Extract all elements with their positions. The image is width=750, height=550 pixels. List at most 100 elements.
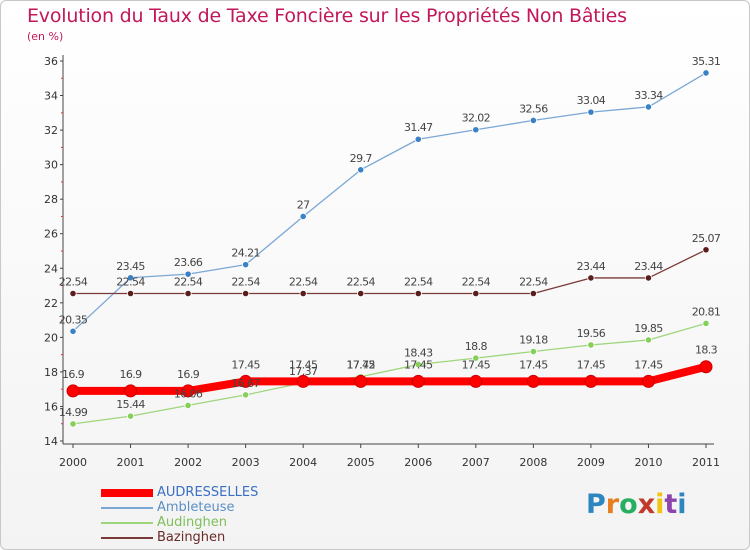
- x-tick-label: 2000: [59, 456, 87, 469]
- chart-lines: [69, 72, 710, 425]
- data-point-ambleteuse: [299, 212, 307, 221]
- logo-letter: i: [677, 489, 687, 520]
- x-tick-label: 2006: [404, 456, 432, 469]
- data-label-ambleteuse: 23.45: [116, 260, 145, 273]
- data-label-audresselles: 17.45: [519, 358, 548, 371]
- data-label-audinghen: 16.06: [174, 387, 203, 400]
- data-label-ambleteuse: 20.35: [59, 313, 88, 326]
- data-label-ambleteuse: 29.7: [350, 152, 373, 165]
- y-tick-label: 20: [44, 331, 58, 344]
- data-label-bazinghen: 22.54: [59, 275, 88, 288]
- data-point-bazinghen: [126, 289, 135, 298]
- data-point-audresselles: [584, 374, 598, 388]
- data-point-audresselles: [124, 384, 138, 398]
- data-label-audinghen: 18.43: [404, 346, 433, 359]
- data-label-audinghen: 17.37: [289, 365, 318, 378]
- data-label-bazinghen: 22.54: [116, 275, 145, 288]
- data-point-bazinghen: [357, 289, 365, 298]
- data-label-ambleteuse: 32.56: [519, 102, 548, 115]
- data-label-audresselles: 17.45: [462, 358, 491, 371]
- data-label-audinghen: 19.85: [634, 322, 663, 335]
- data-label-bazinghen: 22.54: [231, 275, 260, 288]
- logo-letter: t: [664, 489, 678, 520]
- data-point-ambleteuse: [126, 274, 135, 282]
- chart-axes: 14 16 18 20 22 24 26 28 30 32 34 36 2000 2001 2002 2003…: [44, 55, 720, 469]
- chart-title: Evolution du Taux de Taxe Foncière sur l…: [27, 5, 627, 27]
- data-label-audresselles: 16.9: [177, 368, 200, 381]
- x-tick-label: 2011: [692, 456, 720, 469]
- x-tick-label: 2004: [289, 456, 317, 469]
- data-point-audinghen: [529, 347, 537, 356]
- data-label-audresselles: 17.45: [404, 358, 433, 371]
- series-line-audinghen: [72, 322, 707, 425]
- y-tick-label: 18: [44, 366, 58, 379]
- data-point-audresselles: [699, 360, 713, 374]
- data-point-audinghen: [184, 401, 192, 410]
- data-point-audinghen: [242, 391, 250, 399]
- legend-label: AUDRESSELLES: [157, 485, 259, 500]
- data-label-audresselles: 17.45: [289, 358, 318, 371]
- legend-swatch: [101, 507, 153, 509]
- data-label-audresselles: 18.3: [695, 344, 718, 357]
- x-tick-label: 2008: [519, 456, 547, 469]
- data-label-bazinghen: 23.44: [577, 260, 606, 273]
- data-point-ambleteuse: [644, 103, 653, 111]
- y-tick-label: 30: [44, 159, 58, 172]
- data-point-bazinghen: [529, 289, 537, 298]
- data-point-audresselles: [239, 374, 253, 388]
- data-point-bazinghen: [242, 289, 250, 298]
- y-tick-label: 32: [44, 124, 58, 137]
- proxiti-logo: Proxiti: [586, 489, 687, 520]
- data-point-ambleteuse: [587, 108, 595, 116]
- y-tick-label: 24: [44, 262, 58, 275]
- chart-points: [66, 69, 713, 428]
- logo-letter: o: [619, 489, 638, 520]
- data-label-ambleteuse: 23.66: [174, 256, 203, 269]
- y-tick-label: 14: [44, 435, 58, 448]
- x-tick-label: 2010: [634, 456, 662, 469]
- series-line-bazinghen: [72, 249, 707, 295]
- data-point-ambleteuse: [529, 116, 537, 125]
- data-label-ambleteuse: 24.21: [231, 247, 260, 260]
- y-tick-label: 16: [44, 400, 58, 413]
- data-label-ambleteuse: 33.34: [634, 89, 663, 102]
- data-label-audinghen: 15.44: [116, 398, 145, 411]
- x-tick-label: 2005: [347, 456, 375, 469]
- data-label-audinghen: 14.99: [59, 406, 88, 419]
- data-point-audresselles: [526, 374, 540, 388]
- data-label-audresselles: 17.45: [577, 358, 606, 371]
- data-label-audresselles: 16.9: [119, 368, 142, 381]
- data-point-ambleteuse: [184, 270, 192, 278]
- y-tick-label: 36: [44, 55, 58, 68]
- data-label-bazinghen: 22.54: [519, 275, 548, 288]
- data-point-bazinghen: [644, 274, 653, 282]
- legend-label: Audinghen: [157, 515, 227, 530]
- data-point-audinghen: [702, 319, 710, 327]
- data-label-audinghen: 17.72: [346, 359, 375, 372]
- data-point-bazinghen: [299, 289, 307, 298]
- data-label-bazinghen: 22.54: [462, 275, 491, 288]
- data-label-ambleteuse: 35.31: [692, 55, 721, 68]
- data-label-audresselles: 16.9: [62, 368, 85, 381]
- data-point-audresselles: [296, 374, 310, 388]
- data-label-audinghen: 18.8: [465, 340, 488, 353]
- data-point-ambleteuse: [414, 135, 422, 143]
- data-label-bazinghen: 22.54: [174, 275, 203, 288]
- data-point-audinghen: [414, 360, 422, 369]
- data-point-audinghen: [69, 420, 77, 428]
- series-line-audresselles: [69, 362, 710, 395]
- data-label-ambleteuse: 27: [297, 198, 310, 211]
- series-line-ambleteuse: [72, 72, 707, 332]
- data-label-ambleteuse: 31.47: [404, 121, 433, 134]
- data-point-ambleteuse: [69, 327, 77, 335]
- x-tick-label: 2001: [117, 456, 145, 469]
- data-label-audinghen: 20.81: [692, 305, 721, 318]
- data-label-ambleteuse: 33.04: [577, 94, 606, 107]
- data-point-audinghen: [126, 412, 135, 420]
- data-label-audinghen: 16.67: [231, 377, 260, 390]
- data-point-audresselles: [641, 374, 655, 388]
- x-tick-label: 2003: [232, 456, 260, 469]
- data-point-ambleteuse: [702, 69, 710, 77]
